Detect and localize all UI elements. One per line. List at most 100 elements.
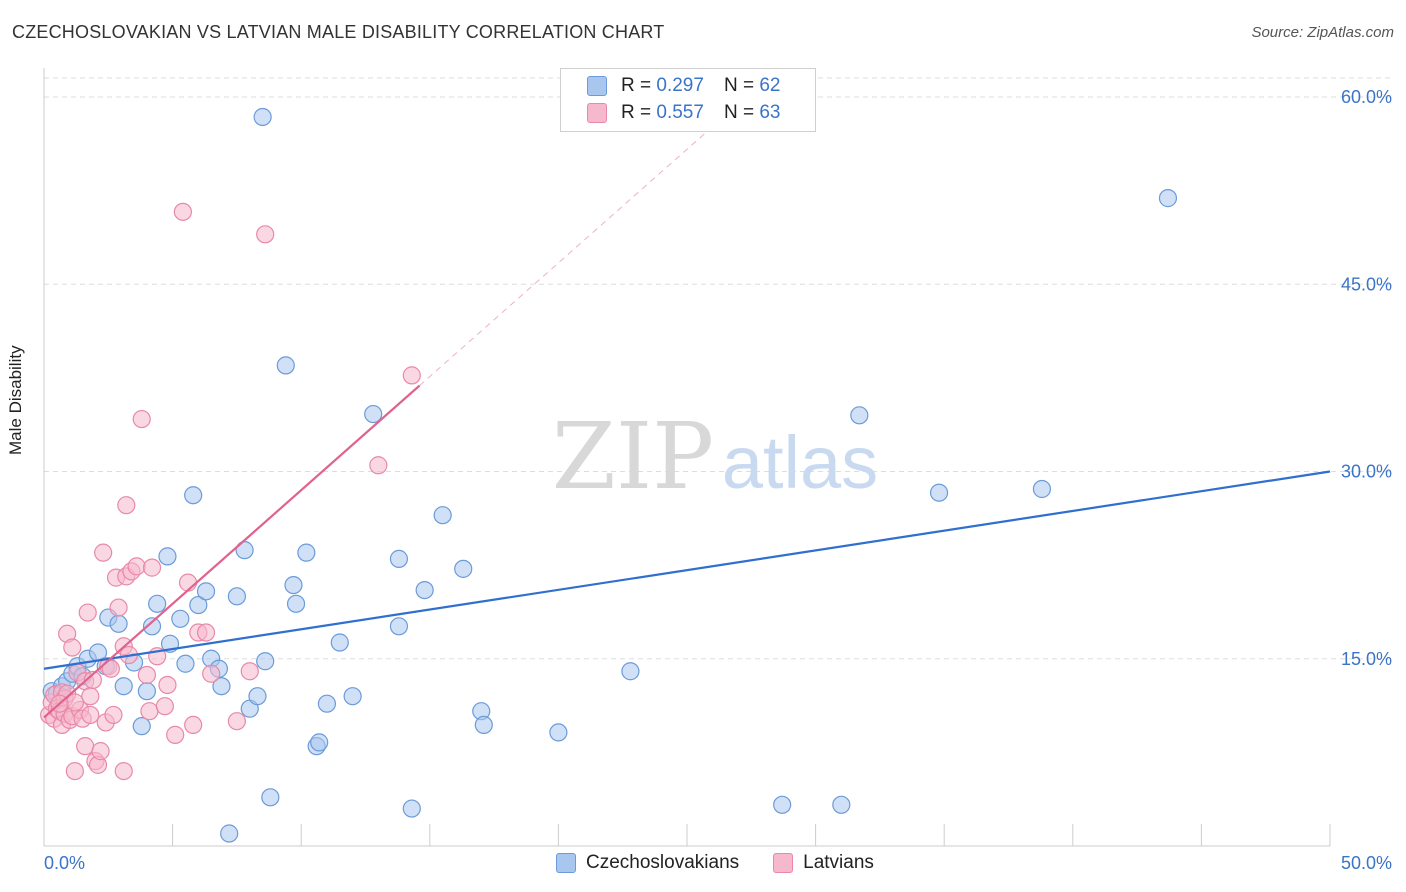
latvian-point <box>83 670 102 690</box>
latvian-point <box>369 456 388 475</box>
legend-swatch-blue <box>587 76 607 96</box>
czechoslovakian-point <box>276 356 295 375</box>
czechoslovakian-point <box>297 543 316 562</box>
latvian-point <box>240 662 259 681</box>
czechoslovakian-point <box>415 580 434 600</box>
czechoslovakian-point <box>171 609 190 628</box>
czechoslovakian-point <box>176 654 195 673</box>
czechoslovakian-point <box>433 506 452 525</box>
czechoslovakian-point <box>196 582 216 601</box>
latvian-point <box>109 598 128 617</box>
latvian-point <box>158 675 177 695</box>
y-tick-label: 60.0% <box>1341 87 1392 107</box>
czechoslovakian-point <box>148 594 167 613</box>
legend-row-latvians: R = 0.557 N = 63 <box>587 101 780 125</box>
czechoslovakian-point <box>253 107 272 127</box>
czechoslovakian-point <box>256 652 275 671</box>
source-label: Source: ZipAtlas.com <box>1251 24 1394 41</box>
grid-layer <box>44 77 1392 660</box>
czechoslovakian-point <box>474 715 493 735</box>
latvian-point <box>117 496 136 515</box>
czechoslovakian-point <box>317 694 337 713</box>
latvian-point <box>132 409 151 429</box>
czechoslovakian-point <box>235 541 254 560</box>
latvian-point <box>63 638 82 657</box>
czechoslovakian-point <box>286 594 306 613</box>
series-label: Latvians <box>803 852 874 873</box>
czechoslovakian-point <box>212 677 231 696</box>
series-label: Czechoslovakians <box>586 852 740 873</box>
legend-n-value: 63 <box>759 102 781 123</box>
latvian-point <box>227 712 246 731</box>
tick-labels: 15.0% 30.0% 45.0% 60.0% 0.0% 50.0% <box>44 87 1392 873</box>
legend-n-value: 62 <box>759 75 781 96</box>
latvian-trend-extension <box>419 96 747 386</box>
legend-swatch-pink <box>587 103 607 123</box>
czechoslovakian-point <box>364 404 383 424</box>
latvian-point <box>173 202 192 221</box>
czechoslovakian-point <box>929 483 949 502</box>
czechoslovakian-point <box>402 799 421 818</box>
y-tick-label: 30.0% <box>1341 462 1392 482</box>
series-legend-latvians[interactable]: Latvians <box>773 852 874 874</box>
series-legend: Czechoslovakians Latvians <box>556 852 908 874</box>
czechoslovakian-point <box>227 587 246 606</box>
latvian-trend-line <box>43 384 421 719</box>
latvian-point <box>202 664 221 683</box>
czechoslovakian-point <box>158 547 177 566</box>
latvian-point <box>101 659 120 678</box>
watermark-atlas: atlas <box>722 421 878 504</box>
legend-r-value: 0.557 <box>656 102 704 123</box>
czechoslovakian-point <box>389 549 409 568</box>
latvian-point <box>78 603 97 622</box>
czechoslovakian-point <box>1158 189 1178 208</box>
czechoslovakian-point <box>549 723 568 742</box>
czechoslovakian-point <box>621 662 640 681</box>
czechoslovakian-point <box>454 559 473 578</box>
trend-layer <box>43 96 1331 719</box>
czechoslovakian-point <box>248 687 267 706</box>
czechoslovakian-point <box>310 733 329 752</box>
czechoslovakian-point <box>220 824 239 843</box>
czechoslovakian-point <box>114 677 133 696</box>
czechoslovakian-point <box>261 788 280 807</box>
series-swatch-blue <box>556 853 576 873</box>
czechoslovakian-point <box>389 617 409 636</box>
legend-n-label: N = <box>723 75 755 96</box>
czechoslovakian-point <box>284 575 303 595</box>
y-tick-label: 45.0% <box>1341 274 1392 294</box>
latvian-point <box>127 557 146 576</box>
latvian-point <box>91 742 110 761</box>
latvian-point <box>196 623 216 642</box>
latvian-point <box>184 715 203 735</box>
latvian-point <box>76 737 95 756</box>
latvian-point <box>178 573 198 592</box>
watermark-zip: ZIP <box>552 403 714 510</box>
x-tick-label: 50.0% <box>1341 853 1392 873</box>
points-layer <box>40 107 1178 843</box>
y-tick-label: 15.0% <box>1341 649 1392 669</box>
czechoslovakian-point <box>142 617 162 636</box>
latvian-point <box>81 705 100 725</box>
latvian-point <box>94 543 113 562</box>
latvian-point <box>402 366 421 385</box>
czechoslovakian-point <box>832 795 851 814</box>
czechoslovakian-point <box>773 795 792 814</box>
legend-n-label: N = <box>723 102 755 123</box>
czechoslovakian-point <box>132 717 151 736</box>
latvian-point <box>142 558 162 577</box>
czechoslovakian-point <box>850 406 869 425</box>
legend-row-czechoslovakians: R = 0.297 N = 62 <box>587 74 780 98</box>
chart-title: CZECHOSLOVAKIAN VS LATVIAN MALE DISABILI… <box>12 22 665 42</box>
latvian-point <box>256 225 275 244</box>
series-legend-czechoslovakians[interactable]: Czechoslovakians <box>556 852 739 874</box>
latvian-point <box>155 697 174 716</box>
czechoslovakian-point <box>109 614 128 633</box>
czechoslovakian-point <box>1032 479 1052 499</box>
latvian-point <box>137 665 156 685</box>
correlation-legend: R = 0.297 N = 62 R = 0.557 N = 63 <box>560 68 816 132</box>
y-axis-label: Male Disability <box>6 345 25 455</box>
latvian-point <box>140 702 159 721</box>
legend-r-label: R = <box>621 102 652 123</box>
